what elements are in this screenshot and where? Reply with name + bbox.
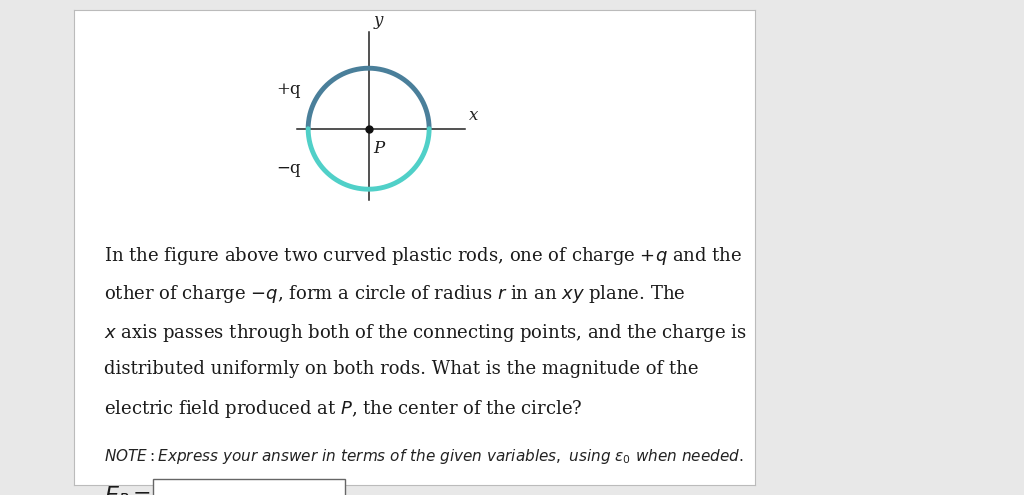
Text: y: y: [374, 12, 383, 29]
Text: $\it{NOTE: Express\ your\ answer\ in\ terms\ of\ the\ given\ variables,\ using\ : $\it{NOTE: Express\ your\ answer\ in\ te…: [103, 447, 743, 466]
Text: distributed uniformly on both rods. What is the magnitude of the: distributed uniformly on both rods. What…: [103, 360, 698, 378]
Text: electric field produced at $P$, the center of the circle?: electric field produced at $P$, the cent…: [103, 398, 583, 420]
Text: P: P: [374, 140, 385, 156]
Text: other of charge $-q$, form a circle of radius $r$ in an $xy$ plane. The: other of charge $-q$, form a circle of r…: [103, 283, 685, 305]
Text: In the figure above two curved plastic rods, one of charge $+q$ and the: In the figure above two curved plastic r…: [103, 245, 742, 267]
Text: $E_P =$: $E_P =$: [103, 485, 151, 495]
Text: +q: +q: [276, 81, 301, 98]
Text: x: x: [468, 107, 478, 124]
FancyBboxPatch shape: [154, 479, 345, 495]
Text: $x$ axis passes through both of the connecting points, and the charge is: $x$ axis passes through both of the conn…: [103, 322, 746, 344]
Text: −q: −q: [276, 159, 301, 177]
